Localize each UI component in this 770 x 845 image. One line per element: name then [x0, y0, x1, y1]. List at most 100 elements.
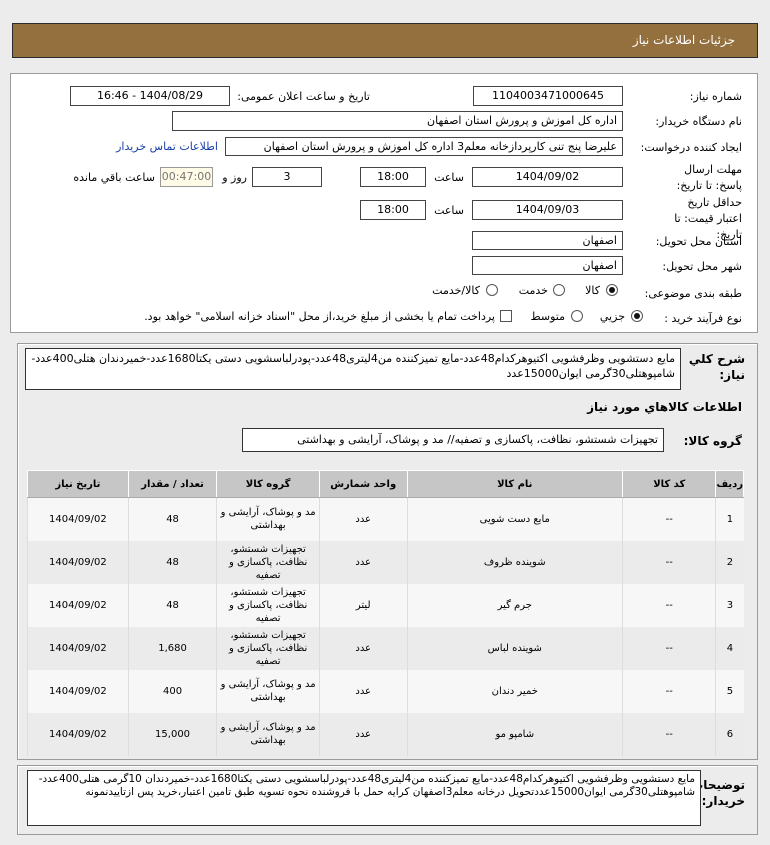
buyer-notes-text: مایع دستشویی وظرفشویی اکتیوهرکدام48عدد-م… [27, 770, 701, 826]
need-number-label: شماره نیاز: [689, 90, 742, 103]
item-date: 1404/09/02 [27, 712, 129, 756]
table-row: 3 -- جرم گیر لیتر تجهیزات شستشو، نظافت، پاکس… [27, 583, 744, 627]
creator-field[interactable]: علیرضا پنج تنی کارپردازخانه معلم3 اداره … [225, 137, 623, 156]
item-name: خمیر دندان [406, 669, 623, 713]
treasury-payment-note: پرداخت تمام یا بخشی از مبلغ خرید،از محل … [144, 310, 495, 323]
item-unit: لیتر [318, 583, 407, 627]
item-unit: عدد [318, 626, 407, 670]
category-option-goods-service: كالا/خدمت [432, 284, 480, 297]
col-date: تاریخ نیاز [27, 470, 129, 498]
item-quantity: 400 [127, 669, 217, 713]
announce-field[interactable]: 1404/08/29 - 16:46 [70, 86, 230, 106]
item-quantity: 1,680 [127, 626, 217, 670]
purchase-option-small: جزیي [599, 310, 625, 323]
deadline-time-field[interactable]: 18:00 [360, 167, 426, 187]
col-code: کد کالا [622, 470, 717, 498]
item-date: 1404/09/02 [27, 583, 129, 627]
category-label: طبقه بندی موضوعی: [644, 287, 742, 300]
need-number-field[interactable]: 1104003471000645 [473, 86, 623, 106]
item-unit: عدد [318, 497, 407, 541]
page-header: جزئیات اطلاعات نیاز [12, 23, 758, 58]
summary-label: شرح کلي نیاز: [688, 352, 745, 382]
purchase-radio-small[interactable] [631, 310, 643, 322]
item-unit: عدد [318, 712, 407, 756]
validity-label: حداقل تاریخ اعتبار قیمت: تا تاریخ: [674, 196, 742, 241]
item-date: 1404/09/02 [27, 626, 129, 670]
row-number: 5 [715, 669, 744, 713]
purchase-option-medium: متوسط [530, 310, 565, 323]
item-group: تجهیزات شستشو، نظافت، پاکسازی و تصفیه [216, 540, 320, 584]
announce-label: تاریخ و ساعت اعلان عمومی: [237, 90, 370, 103]
creator-label: ایجاد کننده درخواست: [640, 141, 742, 154]
item-code: -- [622, 540, 716, 584]
item-code: -- [622, 583, 716, 627]
treasury-payment-checkbox[interactable] [500, 310, 512, 322]
col-group: گروه کالا [216, 470, 320, 498]
goods-group-label: گروه کالا: [683, 434, 742, 448]
item-code: -- [622, 626, 716, 670]
col-unit: واحد شمارش [318, 470, 408, 498]
item-date: 1404/09/02 [27, 540, 129, 584]
category-radio-goods-service[interactable] [486, 284, 498, 296]
deadline-time-label: ساعت [434, 171, 464, 184]
category-radio-service[interactable] [553, 284, 565, 296]
table-row: 1 -- مایع دست شویی عدد مد و پوشاک، آرایشی و … [27, 497, 744, 541]
item-quantity: 48 [127, 583, 217, 627]
city-label: شهر محل تحویل: [662, 260, 742, 273]
table-row: 4 -- شوینده لباس عدد تجهیزات شستشو، نظافت، پ… [27, 626, 744, 670]
row-number: 2 [715, 540, 744, 584]
purchase-type-label: نوع فرآیند خرید : [664, 312, 742, 325]
col-name: نام کالا [406, 470, 624, 498]
item-quantity: 48 [127, 540, 217, 584]
remaining-label: ساعت باقي مانده [73, 171, 155, 184]
item-name: جرم گیر [406, 583, 623, 627]
remaining-time-field: 00:47:00 [160, 167, 213, 187]
table-row: 6 -- شامپو مو عدد مد و پوشاک، آرایشی و بهداش… [27, 712, 744, 756]
goods-table: ردیف کد کالا نام کالا واحد شمارش گروه کا… [27, 470, 744, 756]
item-code: -- [622, 669, 716, 713]
item-group: مد و پوشاک، آرایشی و بهداشتی [216, 669, 320, 713]
validity-time-field[interactable]: 18:00 [360, 200, 426, 220]
col-quantity: تعداد / مقدار [127, 470, 218, 498]
row-number: 4 [715, 626, 744, 670]
item-name: مایع دست شویی [406, 497, 623, 541]
col-row: ردیف [715, 470, 744, 498]
validity-time-label: ساعت [434, 204, 464, 217]
city-field[interactable]: اصفهان [472, 256, 623, 275]
buyer-field[interactable]: اداره کل اموزش و پرورش استان اصفهان [172, 111, 623, 131]
item-group: تجهیزات شستشو، نظافت، پاکسازی و تصفیه [216, 626, 320, 670]
buyer-label: نام دستگاه خریدار: [655, 115, 742, 128]
validity-date-field[interactable]: 1404/09/03 [472, 200, 623, 220]
goods-section-title: اطلاعات کالاهاي مورد نیاز [587, 400, 742, 414]
row-number: 1 [715, 497, 744, 541]
item-name: شوینده ظروف [406, 540, 623, 584]
row-number: 3 [715, 583, 744, 627]
row-number: 6 [715, 712, 744, 756]
province-label: استان محل تحویل: [655, 235, 742, 248]
item-quantity: 15,000 [127, 712, 217, 756]
item-unit: عدد [318, 669, 407, 713]
days-label: روز و [222, 171, 247, 184]
item-quantity: 48 [127, 497, 217, 541]
buyer-contact-link[interactable]: اطلاعات تماس خریدار [116, 140, 218, 153]
days-field[interactable]: 3 [252, 167, 322, 187]
item-group: مد و پوشاک، آرایشی و بهداشتی [216, 497, 320, 541]
category-radio-goods[interactable] [606, 284, 618, 296]
item-date: 1404/09/02 [27, 497, 129, 541]
category-option-service: خدمت [518, 284, 548, 297]
purchase-radio-medium[interactable] [571, 310, 583, 322]
category-option-goods: كالا [585, 284, 600, 297]
deadline-date-field[interactable]: 1404/09/02 [472, 167, 623, 187]
summary-text: مایع دستشویی وظرفشویی اکتیوهرکدام48عدد-م… [25, 348, 681, 390]
item-unit: عدد [318, 540, 407, 584]
item-code: -- [622, 497, 716, 541]
item-group: مد و پوشاک، آرایشی و بهداشتی [216, 712, 320, 756]
item-group: تجهیزات شستشو، نظافت، پاکسازی و تصفیه [216, 583, 320, 627]
table-row: 2 -- شوینده ظروف عدد تجهیزات شستشو، نظافت، پ… [27, 540, 744, 584]
buyer-notes-label: توضیحات خریدار: [691, 778, 745, 808]
item-code: -- [622, 712, 716, 756]
deadline-label: مهلت ارسال پاسخ: تا تاریخ: [676, 163, 742, 192]
province-field[interactable]: اصفهان [472, 231, 623, 250]
goods-group-field: تجهیزات شستشو، نظافت، پاکسازی و تصفیه// … [242, 428, 664, 452]
item-name: شوینده لباس [406, 626, 623, 670]
